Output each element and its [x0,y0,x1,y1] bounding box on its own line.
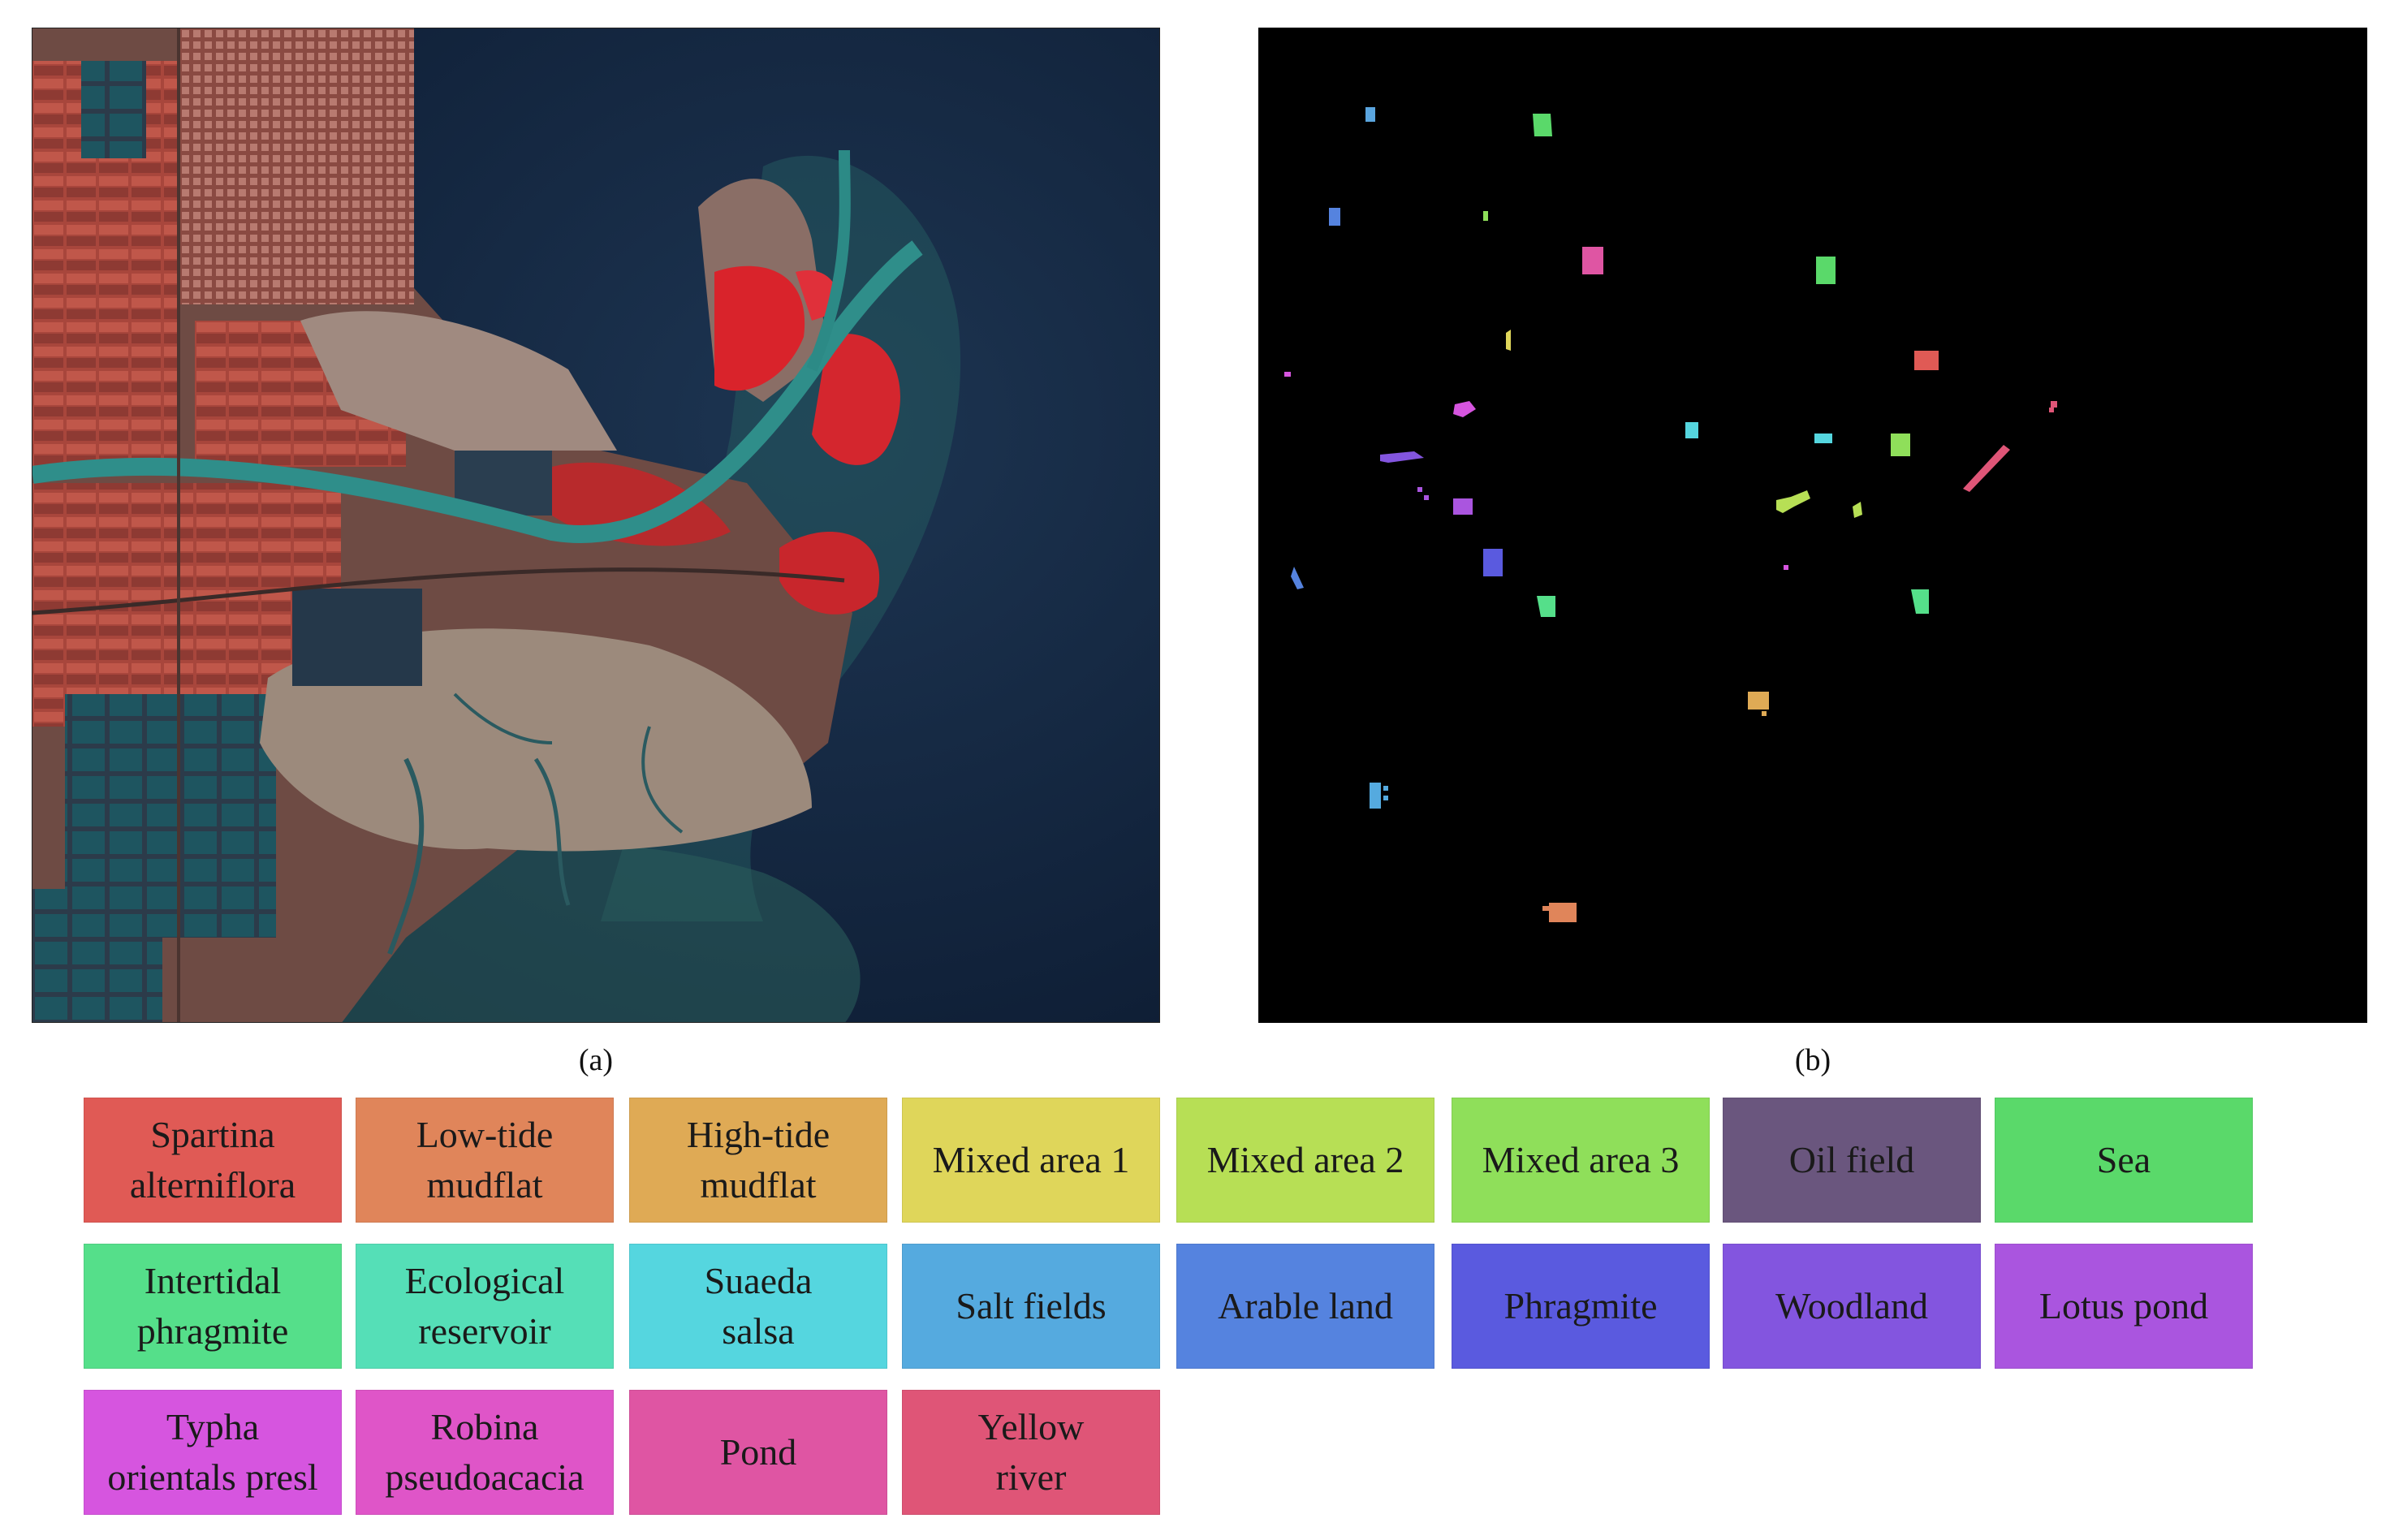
legend-item: Mixed area 3 [1452,1098,1710,1223]
gt-patch [1814,434,1832,443]
gt-patch [1383,796,1388,800]
legend-item: Low-tide mudflat [356,1098,614,1223]
legend-label: Lotus pond [2038,1285,2209,1326]
gt-patch [1685,422,1698,438]
gt-patch [1483,211,1488,221]
legend-label: Woodland [1775,1285,1928,1326]
legend-label: Ecological reservoir [404,1260,565,1352]
gt-patch [2051,401,2057,408]
gt-patch [1284,372,1291,377]
legend-item: High-tide mudflat [629,1098,887,1223]
gt-patch [1453,498,1473,515]
gt-patch [1537,596,1555,617]
satellite-image-graphic [32,28,1159,1022]
gt-patch [1784,565,1788,570]
legend-item: Pond [629,1390,887,1515]
gt-patch [1891,434,1910,456]
legend-item: Lotus pond [1995,1244,2253,1369]
legend-item: Mixed area 1 [902,1098,1160,1223]
gt-patch [1483,549,1503,576]
legend-item: Suaeda salsa [629,1244,887,1369]
legend-item: Typha orientals presl [84,1390,342,1515]
legend-label: Arable land [1218,1285,1393,1326]
gt-patch [2049,408,2054,412]
legend-item: Phragmite [1452,1244,1710,1369]
legend-item: Mixed area 2 [1176,1098,1434,1223]
gt-patch [1816,257,1836,284]
gt-patch [1370,783,1381,809]
legend-item: Ecological reservoir [356,1244,614,1369]
legend-item: Yellow river [902,1390,1160,1515]
legend-label: Robina pseudoacacia [385,1406,585,1498]
caption-a: (a) [578,1043,614,1077]
legend-label: Oil field [1788,1139,1915,1180]
legend-label: Phragmite [1503,1285,1658,1326]
gt-patch [1329,208,1340,226]
legend-label: Spartina alterniflora [129,1114,296,1206]
legend-label: Mixed area 2 [1206,1139,1404,1180]
legend-label: Pond [719,1431,797,1473]
gt-patch [1383,786,1388,791]
legend-label: Mixed area 1 [932,1139,1130,1180]
gt-patch [1748,692,1769,710]
gt-patch [1380,451,1424,463]
gt-patch [1424,495,1429,500]
legend-item: Salt fields [902,1244,1160,1369]
gt-patch [1417,487,1422,492]
legend-item: Spartina alterniflora [84,1098,342,1223]
gt-patch [1963,445,2010,492]
gt-patch [1911,589,1929,614]
legend-label: Typha orientals presl [107,1406,318,1498]
legend-item: Oil field [1723,1098,1981,1223]
legend-item: Sea [1995,1098,2253,1223]
legend-item: Woodland [1723,1244,1981,1369]
legend-label: Salt fields [956,1285,1107,1326]
gt-patch [1506,330,1511,351]
legend-item: Intertidal phragmite [84,1244,342,1369]
legend-label: Low-tide mudflat [416,1114,554,1206]
satellite-image [32,28,1160,1023]
gt-patch [1582,247,1603,274]
legend-label: Sea [2096,1139,2151,1180]
legend-label: Yellow river [977,1406,1085,1498]
legend-item: Robina pseudoacacia [356,1390,614,1515]
gt-patch [1533,114,1552,136]
legend-label: Mixed area 3 [1482,1139,1680,1180]
gt-patch [1365,107,1375,122]
gt-patch [1453,401,1476,417]
gt-patch [1853,502,1862,518]
caption-b: (b) [1794,1043,1831,1077]
gt-patch [1914,351,1939,370]
gt-patch [1549,903,1577,922]
legend-item: Arable land [1176,1244,1434,1369]
gt-patch [1542,906,1551,911]
legend-label: High-tide mudflat [686,1114,830,1206]
gt-patch [1291,567,1304,589]
ground-truth-map [1258,28,2367,1023]
legend-label: Suaeda salsa [704,1260,813,1352]
gt-patch [1776,490,1810,513]
legend-label: Intertidal phragmite [136,1260,289,1352]
gt-patch [1762,711,1767,716]
ground-truth-graphic [1258,28,2367,1023]
